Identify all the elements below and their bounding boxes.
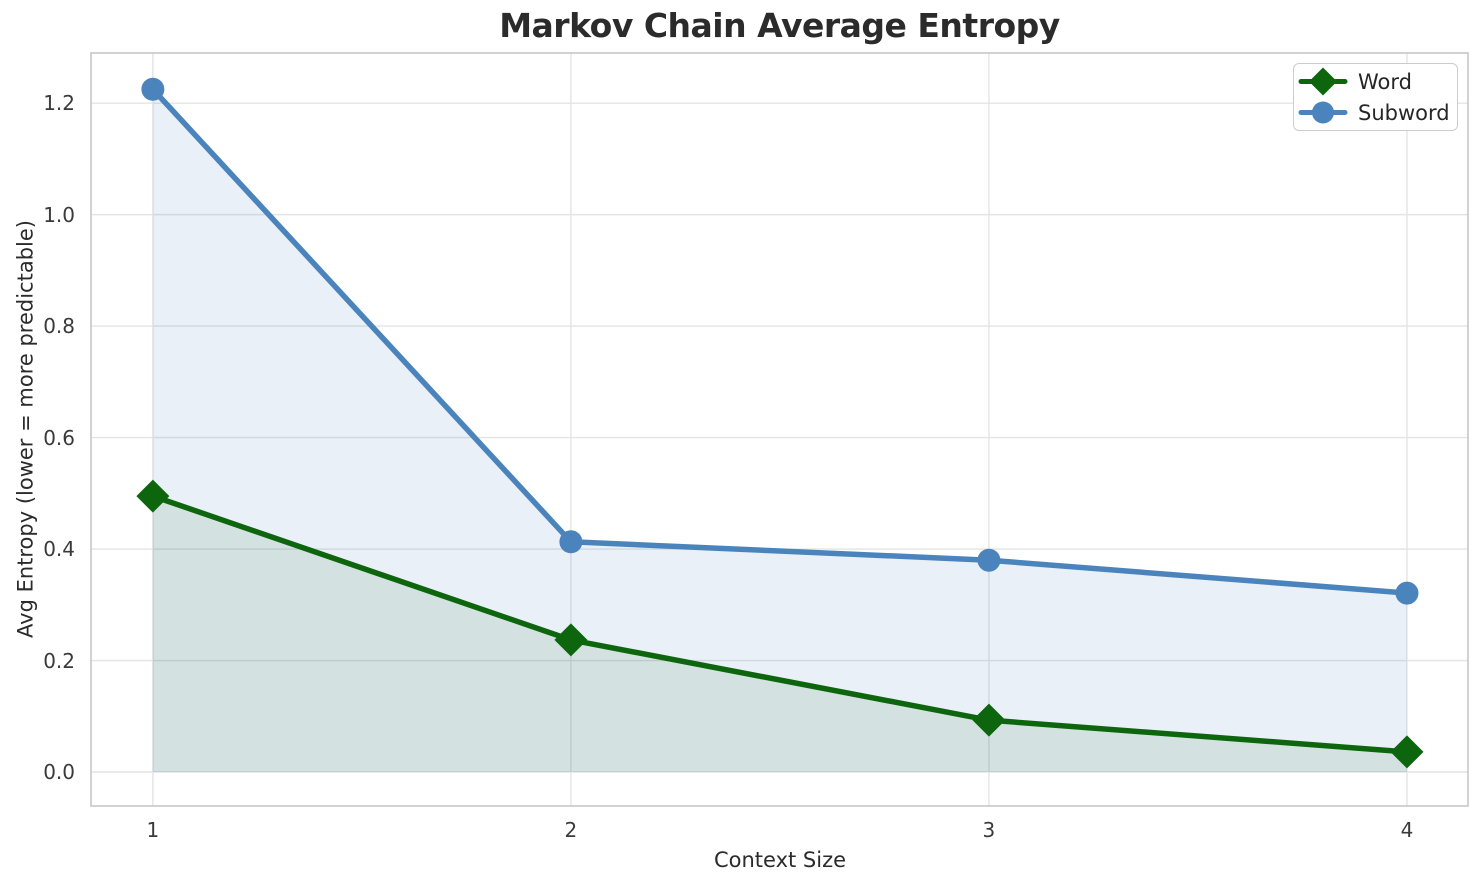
x-tick-label: 2 (564, 818, 578, 842)
chart-title: Markov Chain Average Entropy (499, 6, 1060, 45)
marker-subword-1 (141, 77, 165, 101)
line-word (150, 493, 1410, 755)
marker-word-2 (554, 623, 588, 657)
x-tick-label: 3 (982, 818, 996, 842)
diamond-marker-icon (1298, 67, 1348, 96)
marker-subword-2 (559, 530, 583, 554)
area-fill-subword (152, 89, 1407, 773)
legend: Word Subword (1293, 63, 1458, 131)
marker-word-3 (972, 703, 1006, 737)
legend-item-word: Word (1298, 66, 1449, 97)
area-fill-word (152, 496, 1407, 773)
x-tick-label: 1 (146, 818, 160, 842)
marker-subword-4 (1395, 581, 1419, 605)
marker-word-1 (136, 479, 170, 513)
legend-item-subword: Subword (1298, 97, 1450, 128)
y-axis-label: Avg Entropy (lower = more predictable) (13, 220, 38, 638)
y-tick-label: 1.2 (43, 91, 75, 116)
y-tick-label: 0.8 (43, 314, 75, 339)
marker-word-4 (1390, 735, 1424, 769)
y-tick-label: 0.2 (43, 648, 75, 673)
y-tick-label: 0.6 (43, 425, 75, 450)
marker-subword-3 (977, 548, 1001, 572)
legend-label-word: Word (1358, 69, 1412, 94)
y-tick-label: 1.0 (43, 202, 75, 227)
legend-label-subword: Subword (1358, 100, 1450, 125)
axes-frame (90, 52, 1469, 807)
y-tick-label: 0.4 (43, 537, 75, 562)
circle-marker-icon (1298, 101, 1348, 124)
y-tick-label: 0.0 (43, 760, 75, 784)
line-subword (150, 86, 1410, 596)
x-axis-label: Context Size (713, 848, 847, 872)
x-tick-label: 4 (1400, 818, 1414, 842)
